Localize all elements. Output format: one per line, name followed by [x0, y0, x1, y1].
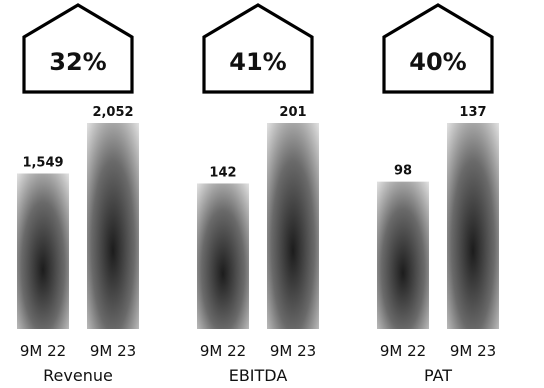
bar-ebitda-9m-23	[267, 123, 319, 329]
bar-revenue-9m-23	[87, 123, 139, 329]
category-label: 9M 22	[20, 342, 66, 360]
bar-pat-9m-23	[447, 123, 499, 329]
group-name-label: PAT	[424, 366, 452, 384]
category-label: 9M 23	[90, 342, 136, 360]
category-label: 9M 22	[200, 342, 246, 360]
group-name-label: Revenue	[43, 366, 113, 384]
growth-badge-house	[22, 3, 134, 94]
bar-value-label: 2,052	[92, 105, 133, 120]
bar-value-label: 137	[459, 105, 486, 120]
bar-revenue-9m-22	[17, 173, 69, 329]
bar-value-label: 1,549	[22, 155, 63, 170]
bar-value-label: 142	[209, 165, 236, 180]
growth-badge-house	[382, 3, 494, 94]
bar-value-label: 98	[394, 164, 412, 179]
group-revenue: 32% 1,549 9M 22 2,052 9M 23 Revenue	[17, 3, 139, 385]
bar-pat-9m-22	[377, 181, 429, 329]
bar-value-label: 201	[279, 105, 306, 120]
growth-badge-house	[202, 3, 314, 94]
growth-percentage: 32%	[49, 48, 106, 76]
group-pat: 40% 98 9M 22 137 9M 23 PAT	[377, 3, 499, 385]
category-label: 9M 23	[450, 342, 496, 360]
group-name-label: EBITDA	[229, 366, 288, 384]
growth-percentage: 40%	[409, 48, 466, 76]
growth-percentage: 41%	[229, 48, 286, 76]
category-label: 9M 23	[270, 342, 316, 360]
category-label: 9M 22	[380, 342, 426, 360]
group-ebitda: 41% 142 9M 22 201 9M 23 EBITDA	[197, 3, 319, 385]
bar-ebitda-9m-22	[197, 183, 249, 329]
